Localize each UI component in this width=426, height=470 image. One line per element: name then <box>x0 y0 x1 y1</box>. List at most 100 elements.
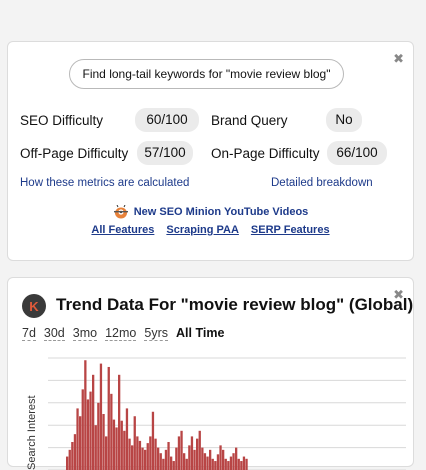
off-page-difficulty-label: Off-Page Difficulty <box>20 146 129 161</box>
all-features-link[interactable]: All Features <box>91 224 155 236</box>
chart-bar <box>175 447 178 470</box>
brand-query-value: No <box>326 108 362 132</box>
chart-bar <box>131 445 134 470</box>
chart-bar <box>133 416 136 470</box>
range-5yrs[interactable]: 5yrs <box>144 326 168 341</box>
chart-bar <box>167 442 170 470</box>
chart-bar <box>76 408 79 470</box>
range-30d[interactable]: 30d <box>43 326 65 341</box>
keywords-logo-icon: K <box>22 294 46 318</box>
on-page-difficulty-value: 66/100 <box>327 141 387 165</box>
chart-bar <box>198 430 201 470</box>
how-metrics-calculated-link[interactable]: How these metrics are calculated <box>20 177 190 189</box>
chart-bar <box>227 461 230 470</box>
chart-bar <box>120 420 123 470</box>
logo-letter: K <box>29 298 39 314</box>
chart-bar <box>73 434 77 470</box>
chart-bar <box>201 447 204 470</box>
chart-bar <box>224 458 227 470</box>
chart-bar <box>240 461 243 470</box>
chart-bar <box>154 438 157 470</box>
chart-bar <box>110 393 113 470</box>
chart-bar <box>125 408 129 470</box>
youtube-promo-label: New SEO Minion YouTube Videos <box>133 206 309 218</box>
brand-query-label: Brand Query <box>211 113 288 128</box>
chart-bar <box>216 454 220 470</box>
chart-bar <box>68 449 71 470</box>
chart-bar <box>172 461 175 470</box>
chart-bar <box>141 447 144 470</box>
trend-data-panel: ✖ K Trend Data For "movie review blog" (… <box>7 277 414 470</box>
chart-bar <box>107 366 110 470</box>
seo-difficulty-label: SEO Difficulty <box>20 113 104 128</box>
chart-bar <box>89 391 92 470</box>
chart-bar <box>144 449 147 470</box>
chart-bar <box>94 425 97 470</box>
chart-bar <box>193 449 196 470</box>
chart-bar <box>115 427 118 470</box>
chart-bar <box>123 430 126 470</box>
range-3mo[interactable]: 3mo <box>72 326 98 341</box>
chart-bar <box>164 449 168 470</box>
chart-bar <box>66 456 69 470</box>
chart-bar <box>99 363 103 470</box>
chart-bar <box>245 458 248 470</box>
chart-bar <box>177 436 181 470</box>
chart-bar <box>209 449 212 470</box>
chart-bar <box>219 445 222 470</box>
scraping-paa-link[interactable]: Scraping PAA <box>166 224 239 236</box>
seo-metrics-panel: ✖ Find long-tail keywords for "movie rev… <box>7 41 414 261</box>
chart-bar <box>211 458 214 470</box>
chart-bar <box>196 438 199 470</box>
trend-title: Trend Data For "movie review blog" (Glob… <box>56 295 414 314</box>
y-axis-label: Search Interest <box>26 395 38 470</box>
range-12mo[interactable]: 12mo <box>105 326 137 341</box>
time-range-selector: 7d 30d 3mo 12mo 5yrs All Time <box>22 326 224 341</box>
chart-bar <box>229 456 233 470</box>
chart-bar <box>222 449 225 470</box>
close-icon[interactable]: ✖ <box>393 51 404 66</box>
chart-bar <box>170 456 173 470</box>
chart-bar <box>102 414 105 470</box>
chart-bar <box>128 438 131 470</box>
close-icon[interactable]: ✖ <box>393 287 404 302</box>
chart-bar <box>151 411 155 470</box>
chart-bar <box>157 447 160 470</box>
chart-bar <box>214 461 217 470</box>
youtube-promo[interactable]: New SEO Minion YouTube Videos <box>8 205 413 219</box>
search-interest-chart: Search Interest <box>26 357 406 470</box>
chart-bar <box>97 402 100 470</box>
chart-bar <box>136 436 139 470</box>
off-page-difficulty-value: 57/100 <box>137 141 193 165</box>
chart-bar <box>105 436 108 470</box>
chart-bar <box>185 458 188 470</box>
chart-bar <box>190 436 194 470</box>
range-all-time[interactable]: All Time <box>176 326 225 340</box>
chart-bar <box>112 419 116 470</box>
chart-bar <box>162 458 165 470</box>
detailed-breakdown-link[interactable]: Detailed breakdown <box>271 177 373 189</box>
chart-bar <box>188 445 191 470</box>
feature-links: All Features Scraping PAA SERP Features <box>8 224 413 236</box>
chart-bar <box>81 389 84 470</box>
chart-bar <box>149 436 152 470</box>
chart-bars <box>66 360 248 470</box>
chart-bar <box>235 447 238 470</box>
chart-bar <box>71 442 74 470</box>
chart-bar <box>79 416 82 470</box>
chart-bar <box>206 456 209 470</box>
minion-icon <box>113 205 128 219</box>
range-7d[interactable]: 7d <box>22 326 36 341</box>
chart-bar <box>92 374 95 470</box>
chart-bar <box>84 360 87 470</box>
serp-features-link[interactable]: SERP Features <box>250 224 330 236</box>
chart-bar <box>237 458 240 470</box>
seo-difficulty-value: 60/100 <box>135 108 199 132</box>
on-page-difficulty-label: On-Page Difficulty <box>211 146 320 161</box>
find-long-tail-keywords-button[interactable]: Find long-tail keywords for "movie revie… <box>69 59 344 89</box>
chart-bar <box>138 440 142 470</box>
chart-bar <box>242 456 246 470</box>
chart-bar <box>180 430 183 470</box>
chart-bar <box>86 399 90 470</box>
chart-bar <box>118 374 121 470</box>
